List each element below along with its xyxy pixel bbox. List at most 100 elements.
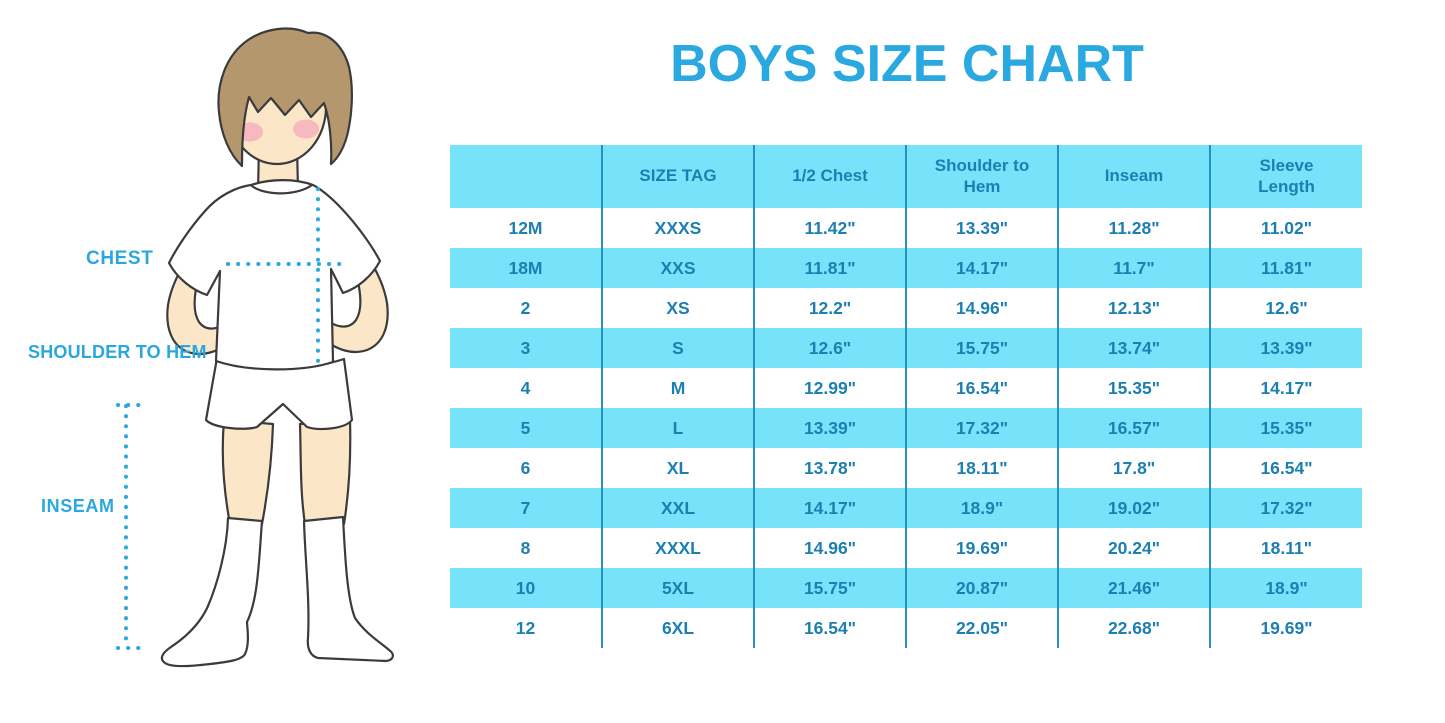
measurement-cell: XXS xyxy=(601,248,754,288)
measurement-cell: 11.42" xyxy=(753,208,906,248)
size-chart-table: SIZE TAG 1/2 Chest Shoulder to Hem Inseam Sl… xyxy=(450,145,1362,648)
measurement-cell: 16.57" xyxy=(1057,408,1210,448)
measurement-cell: 14.96" xyxy=(905,288,1058,328)
measurement-cell: 14.17" xyxy=(753,488,906,528)
size-label-cell: 6 xyxy=(520,457,531,478)
measurement-cell: 11.7" xyxy=(1057,248,1210,288)
measurement-cell: 13.74" xyxy=(1057,328,1210,368)
size-row-8: 8 XXXL 14.96" 19.69" 20.24" 18.11" xyxy=(450,528,1362,568)
size-row-5: 5 L 13.39" 17.32" 16.57" 15.35" xyxy=(450,408,1362,448)
size-row-3: 3 S 12.6" 15.75" 13.74" 13.39" xyxy=(450,328,1362,368)
boy-left-leg xyxy=(221,418,275,526)
measurement-cell: XXL xyxy=(601,488,754,528)
measurement-cell: 13.39" xyxy=(1209,328,1362,368)
column-header: Inseam xyxy=(1057,145,1210,208)
measurement-cell: 14.17" xyxy=(905,248,1058,288)
size-label-cell: 3 xyxy=(520,337,531,358)
measurement-cell: 11.81" xyxy=(753,248,906,288)
measurement-cell: 17.32" xyxy=(1209,488,1362,528)
size-label-cell: 5 xyxy=(520,417,531,438)
boy-shirt xyxy=(167,179,382,371)
size-label-cell: 7 xyxy=(520,497,531,518)
measurement-cell: 15.75" xyxy=(905,328,1058,368)
boy-shirt-collar xyxy=(250,183,314,195)
measurement-cell: 20.87" xyxy=(905,568,1058,608)
measurement-cell: 15.35" xyxy=(1209,408,1362,448)
size-label-cell: 2 xyxy=(520,297,531,318)
measurement-cell: 22.68" xyxy=(1057,608,1210,648)
measurement-cell: 18.11" xyxy=(1209,528,1362,568)
measurement-cell: 19.69" xyxy=(905,528,1058,568)
column-header: 1/2 Chest xyxy=(753,145,906,208)
size-row-12: 12 6XL 16.54" 22.05" 22.68" 19.69" xyxy=(450,608,1362,648)
size-label-cell: 12M xyxy=(508,217,543,238)
measurement-cell: XL xyxy=(601,448,754,488)
measurement-cell: 16.54" xyxy=(753,608,906,648)
measurement-cell: 16.54" xyxy=(1209,448,1362,488)
size-label-cell: 18M xyxy=(508,257,543,278)
size-row-18M: 18M XXS 11.81" 14.17" 11.7" 11.81" xyxy=(450,248,1362,288)
measurement-cell: 12.6" xyxy=(753,328,906,368)
boy-right-sock xyxy=(302,515,394,663)
size-label-cell: 4 xyxy=(520,377,531,398)
measurement-cell: 13.39" xyxy=(905,208,1058,248)
measurement-cell: 18.9" xyxy=(905,488,1058,528)
measurement-cell: XS xyxy=(601,288,754,328)
column-header xyxy=(450,145,602,208)
measurement-cell: 5XL xyxy=(601,568,754,608)
boy-illustration xyxy=(116,27,394,668)
size-row-10: 10 5XL 15.75" 20.87" 21.46" 18.9" xyxy=(450,568,1362,608)
size-row-6: 6 XL 13.78" 18.11" 17.8" 16.54" xyxy=(450,448,1362,488)
boy-hair xyxy=(217,27,353,168)
measurement-cell: 17.8" xyxy=(1057,448,1210,488)
measurement-cell: 21.46" xyxy=(1057,568,1210,608)
measurement-cell: 11.28" xyxy=(1057,208,1210,248)
measurement-cell: M xyxy=(601,368,754,408)
boy-right-cheek xyxy=(293,119,319,139)
measurement-cell: 13.78" xyxy=(753,448,906,488)
measurement-cell: 12.6" xyxy=(1209,288,1362,328)
page-title: BOYS SIZE CHART xyxy=(670,35,1144,93)
measurement-cell: XXXS xyxy=(601,208,754,248)
measurement-cell: 17.32" xyxy=(905,408,1058,448)
size-row-7: 7 XXL 14.17" 18.9" 19.02" 17.32" xyxy=(450,488,1362,528)
measurement-cell: 22.05" xyxy=(905,608,1058,648)
boy-left-arm xyxy=(166,228,240,356)
chest-measurement-label: CHEST xyxy=(86,248,154,269)
shoulder-to-hem-measurement-label: SHOULDER TO HEM xyxy=(28,342,207,362)
measurement-cell: 18.9" xyxy=(1209,568,1362,608)
measurement-cell: 15.75" xyxy=(753,568,906,608)
measurement-cell: S xyxy=(601,328,754,368)
measurement-cell: 19.02" xyxy=(1057,488,1210,528)
table-header-row: SIZE TAG 1/2 Chest Shoulder to Hem Inseam Sl… xyxy=(450,145,1362,208)
measurement-cell: L xyxy=(601,408,754,448)
measurement-cell: 12.13" xyxy=(1057,288,1210,328)
size-label-cell: 12 xyxy=(515,617,536,638)
boy-right-leg xyxy=(298,418,352,526)
measurement-cell: XXXL xyxy=(601,528,754,568)
measurement-cell: 19.69" xyxy=(1209,608,1362,648)
measurement-cell: 12.2" xyxy=(753,288,906,328)
column-header: Shoulder to Hem xyxy=(905,145,1058,208)
measurement-cell: 20.24" xyxy=(1057,528,1210,568)
measurement-cell: 11.02" xyxy=(1209,208,1362,248)
measurement-cell: 18.11" xyxy=(905,448,1058,488)
measurement-cell: 11.81" xyxy=(1209,248,1362,288)
size-row-12M: 12M XXXS 11.42" 13.39" 11.28" 11.02" xyxy=(450,208,1362,248)
column-header: Sleeve Length xyxy=(1209,145,1362,208)
measurement-cell: 14.17" xyxy=(1209,368,1362,408)
inseam-measurement-label: INSEAM xyxy=(41,496,115,516)
size-label-cell: 8 xyxy=(520,537,531,558)
measurement-cell: 14.96" xyxy=(753,528,906,568)
size-row-4: 4 M 12.99" 16.54" 15.35" 14.17" xyxy=(450,368,1362,408)
measurement-figure-panel: CHEST SHOULDER TO HEM INSEAM xyxy=(0,0,450,723)
measurement-cell: 13.39" xyxy=(753,408,906,448)
measurement-cell: 6XL xyxy=(601,608,754,648)
size-label-cell: 10 xyxy=(515,577,536,598)
measurement-cell: 16.54" xyxy=(905,368,1058,408)
column-header: SIZE TAG xyxy=(601,145,754,208)
size-row-2: 2 XS 12.2" 14.96" 12.13" 12.6" xyxy=(450,288,1362,328)
measurement-cell: 12.99" xyxy=(753,368,906,408)
boy-right-arm xyxy=(315,226,389,354)
